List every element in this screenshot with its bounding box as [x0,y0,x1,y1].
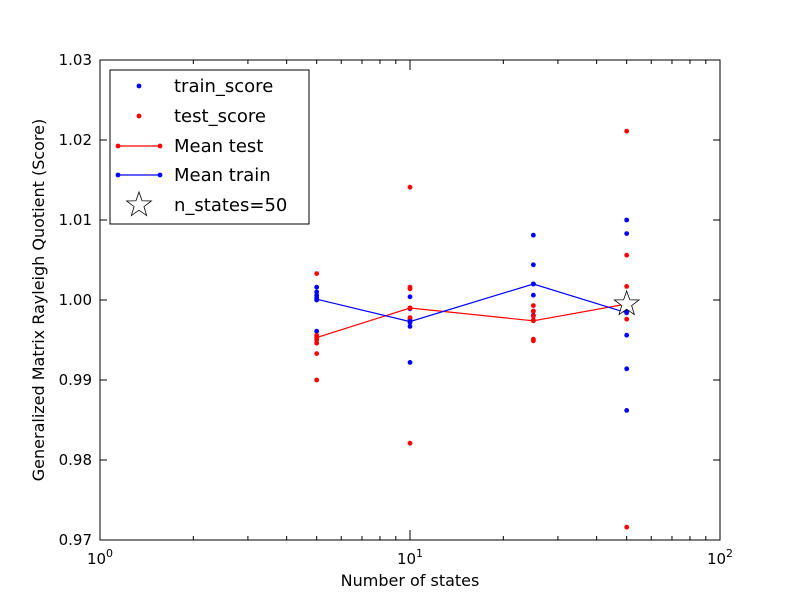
legend: train_score test_score Mean test Mean train… [109,69,310,225]
legend-label: n_states=50 [174,195,287,216]
train-score-point [407,294,413,300]
x-tick-label: 100 [87,547,113,568]
train-score-point [624,231,630,237]
train-score-point [314,328,320,334]
y-axis-label: Generalized Matrix Rayleigh Quotient (Sc… [29,119,48,481]
train-score-point [314,284,320,290]
test-score-point [624,252,630,258]
test-score-point [530,303,536,308]
train-score-point [407,324,413,329]
test-score-point [314,271,320,276]
test-score-point [530,313,536,319]
legend-train-score-swatch [136,83,142,89]
test-score-point [407,184,413,190]
test-score-point [314,340,320,346]
legend-mean-train-swatch-marker [157,172,163,178]
test-score-point [407,440,413,446]
plot-area [314,128,641,530]
y-tick-label: 0.98 [59,451,92,469]
y-tick-label: 1.02 [59,131,92,149]
test-score-point [530,338,536,344]
legend-mean-test-swatch-marker [157,143,163,149]
test-score-point [624,128,630,134]
legend-mean-test-swatch-marker [115,143,121,149]
mean-train-marker [624,310,630,316]
train-score-point [624,217,630,223]
x-tick-label: 102 [707,547,733,568]
legend-label: test_score [174,106,266,127]
test-score-point [314,351,320,356]
x-axis-label: Number of states [341,571,480,590]
train-score-point [624,332,630,338]
y-tick-label: 1.01 [59,211,92,229]
legend-label: Mean test [174,136,263,157]
x-tick-label: 101 [397,547,423,568]
legend-test-score-swatch [136,113,142,119]
ticks: 0.97 0.98 0.99 1.00 1.01 1.02 1.03 100 101 102 [59,51,733,568]
test-score-point [407,315,413,320]
test-score-point [530,308,536,314]
mean-train-marker [530,281,536,287]
test-score-point [624,316,630,322]
test-score-point [407,286,413,292]
train-score-point [530,232,536,238]
legend-n-states-50-swatch [125,190,153,217]
legend-label: train_score [174,76,273,97]
train-score-point [530,262,536,268]
test-score-point [624,284,630,289]
mean-train-line [316,283,627,323]
n-states-star-marker [613,289,641,316]
y-tick-label: 1.03 [59,51,92,69]
y-tick-label: 0.99 [59,371,92,389]
legend-box [109,69,310,225]
train-score-point [624,366,630,372]
legend-mean-train-swatch-marker [115,172,121,178]
mean-train-marker [407,319,413,324]
mean-test-marker [407,305,413,311]
test-score-point [624,524,630,530]
y-tick-label: 1.00 [59,291,92,309]
mean-test-marker [530,318,536,324]
mean-train-marker [314,296,320,302]
legend-label: Mean train [174,165,271,186]
mean-test-line [316,303,627,339]
mean-test-marker [314,335,320,340]
y-tick-label: 0.97 [59,531,92,549]
train-score-point [530,292,536,298]
test-score-point [314,377,320,383]
train-score-point [624,408,630,413]
train-score-point [407,360,413,365]
